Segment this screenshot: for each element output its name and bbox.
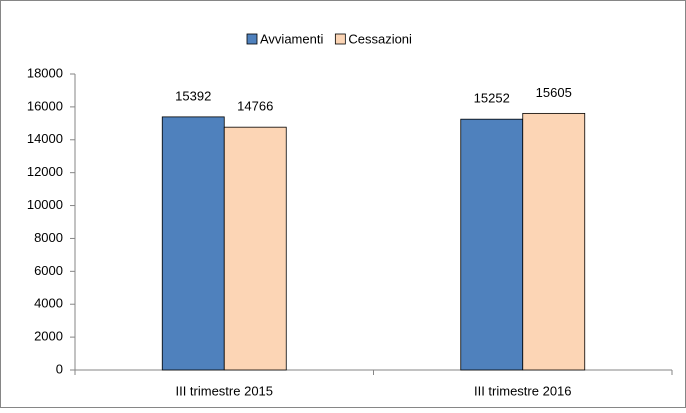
y-tick-label: 8000	[34, 230, 63, 245]
bar	[161, 116, 225, 371]
legend-swatch	[334, 33, 346, 45]
y-tick-label: 12000	[27, 164, 63, 179]
data-label: 15252	[474, 91, 510, 106]
legend-label: Avviamenti	[260, 31, 323, 46]
data-label: 14766	[237, 99, 273, 114]
bar	[522, 112, 586, 371]
x-tick-label: III trimestre 2016	[474, 383, 572, 398]
y-tick-label: 18000	[27, 65, 63, 80]
bar	[223, 126, 287, 371]
data-label: 15392	[175, 88, 211, 103]
data-label: 15605	[536, 85, 572, 100]
legend-label: Cessazioni	[348, 31, 412, 46]
y-tick-label: 0	[56, 361, 63, 376]
y-tick-label: 2000	[34, 329, 63, 344]
y-tick-label: 10000	[27, 197, 63, 212]
legend-swatch	[246, 33, 258, 45]
y-tick-label: 14000	[27, 131, 63, 146]
y-tick-label: 16000	[27, 98, 63, 113]
x-tick-label: III trimestre 2015	[175, 383, 273, 398]
bar	[460, 118, 524, 371]
y-tick-label: 4000	[34, 296, 63, 311]
y-tick-label: 6000	[34, 263, 63, 278]
